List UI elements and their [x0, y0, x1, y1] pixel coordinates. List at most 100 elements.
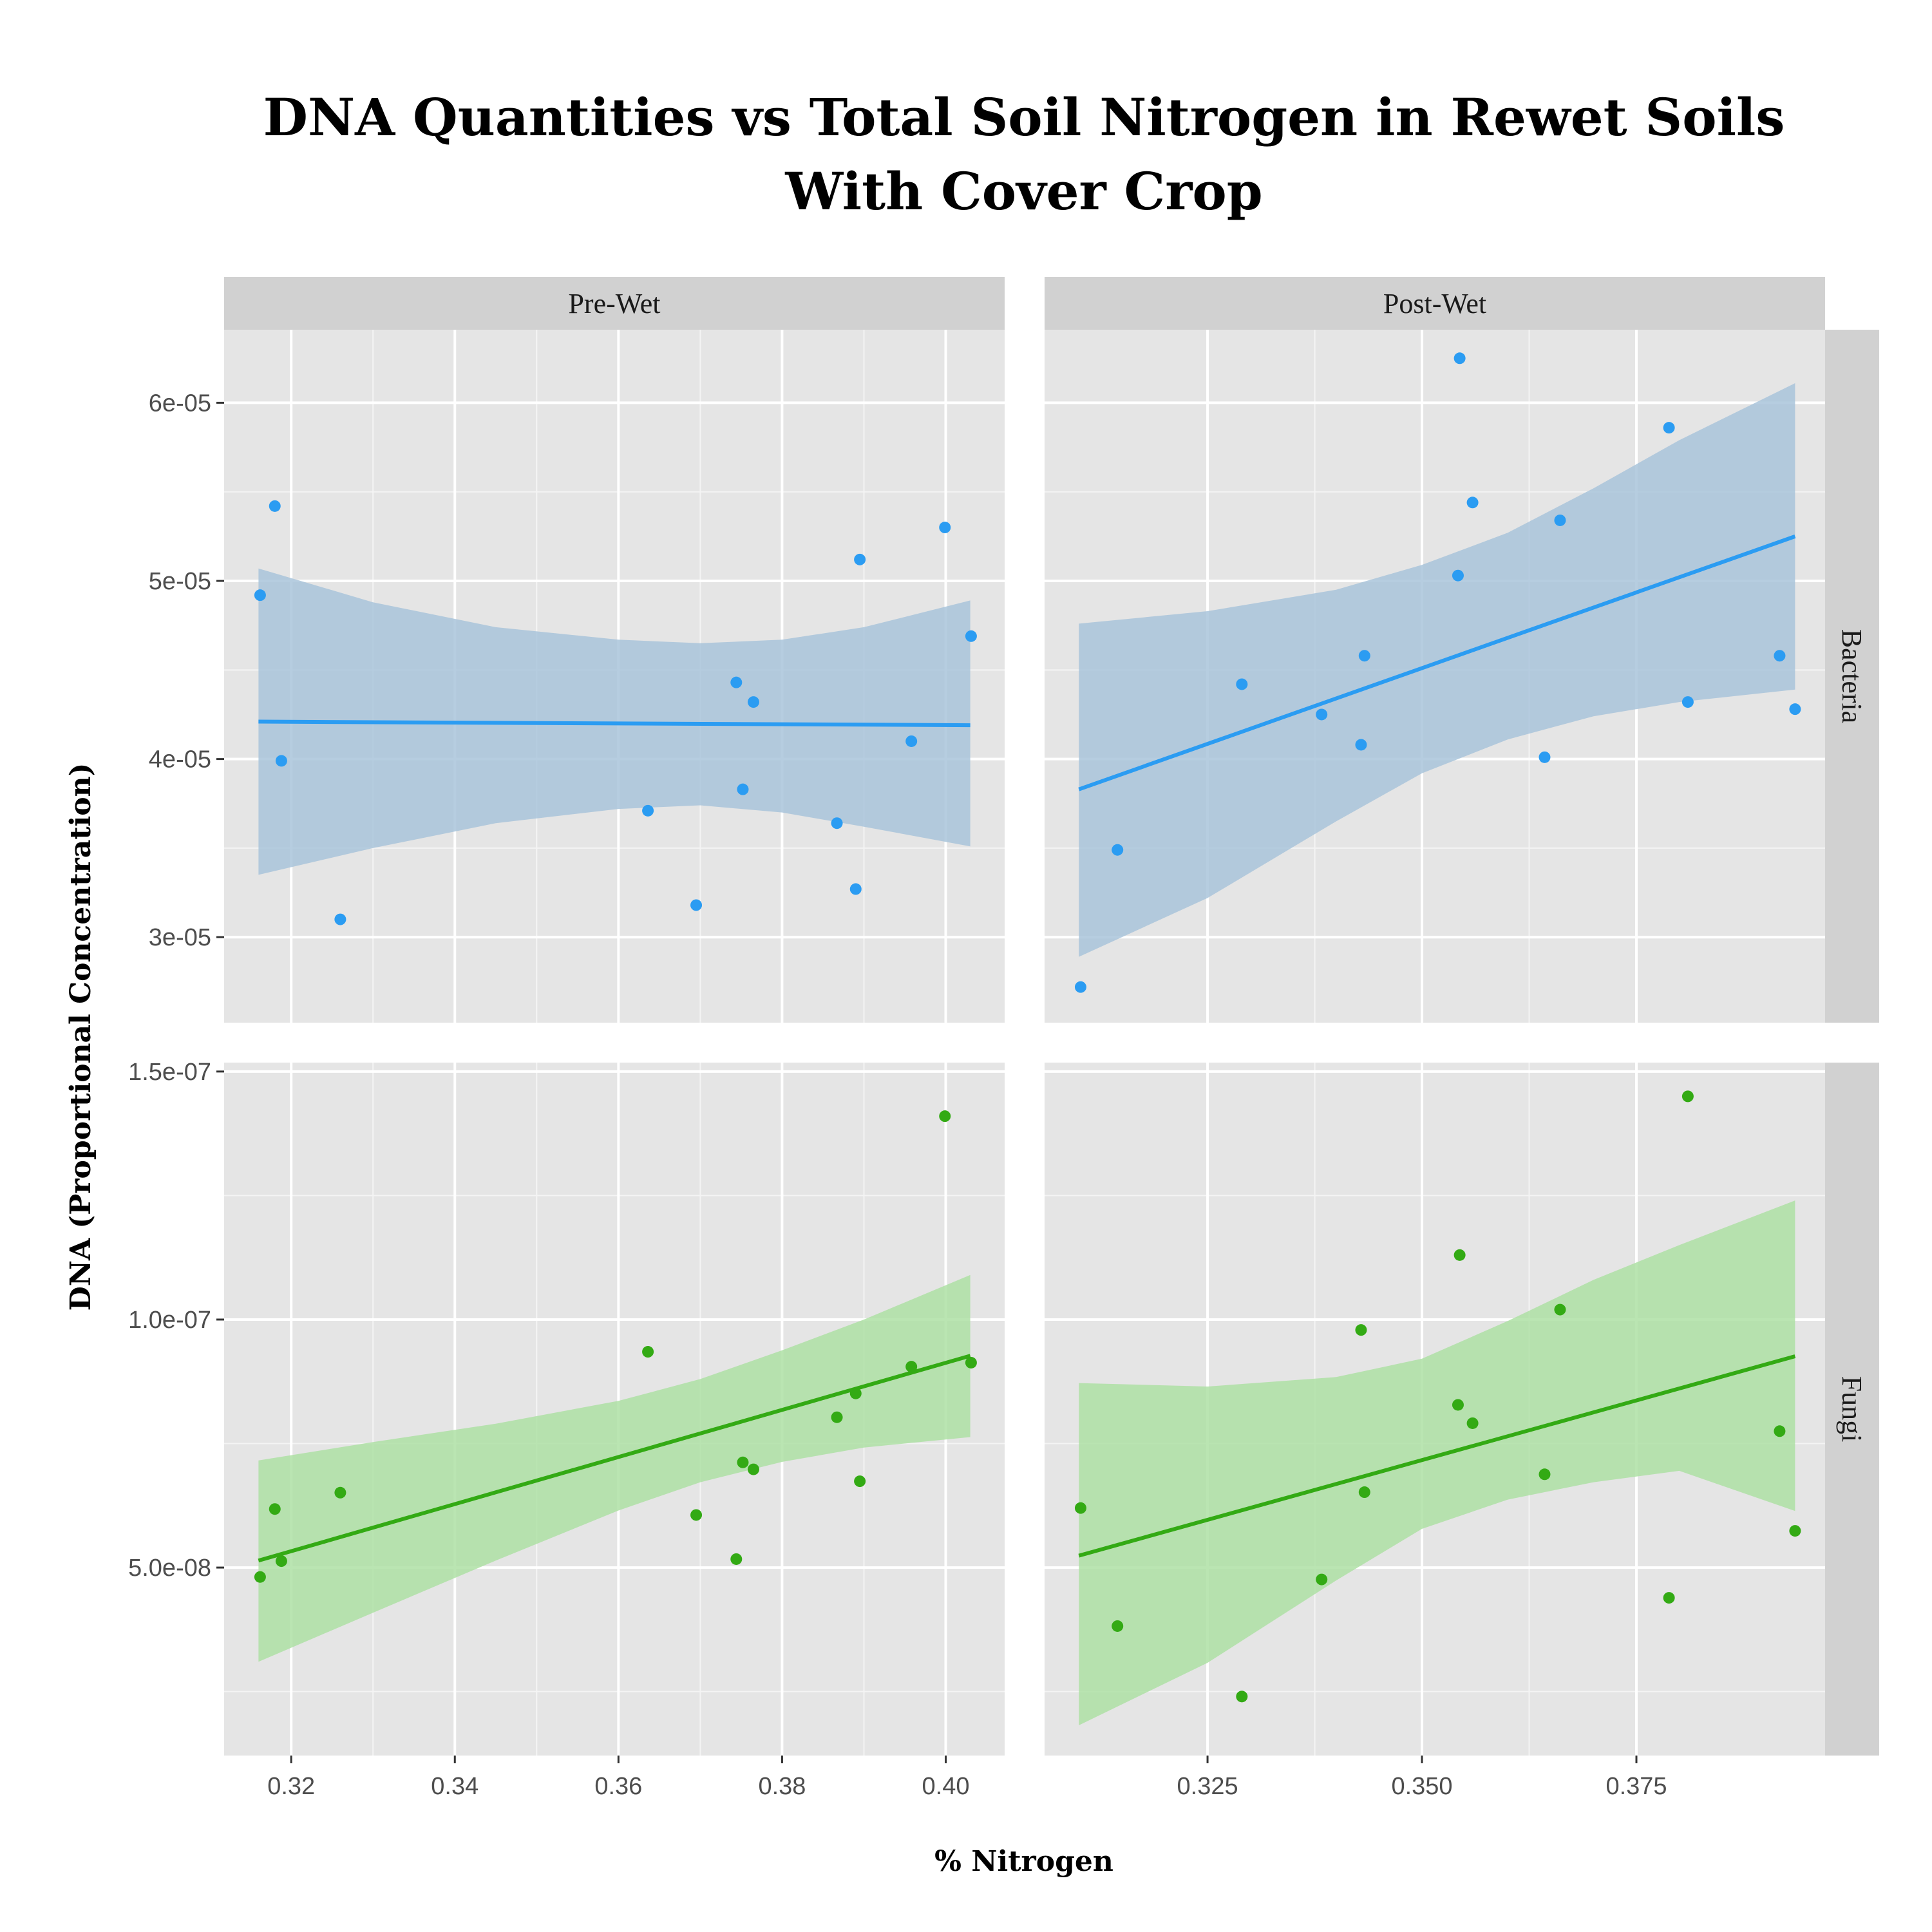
strip-background [1825, 1063, 1879, 1756]
data-point [1539, 1468, 1551, 1481]
data-point [1466, 1417, 1479, 1429]
data-point [1236, 678, 1248, 690]
data-point [1663, 1592, 1675, 1604]
data-point [939, 1110, 951, 1122]
strip-post-wet: Post-Wet [1045, 277, 1825, 330]
data-point [1774, 650, 1786, 662]
data-point [642, 1346, 654, 1358]
x-axis-title: % Nitrogen [934, 1845, 1113, 1878]
data-point [334, 1486, 346, 1499]
data-point [831, 817, 843, 829]
data-point [1539, 751, 1551, 763]
x-tick-label: 0.32 [267, 1773, 315, 1800]
data-point [690, 1509, 703, 1521]
panel-post-wet-fungi [1045, 1063, 1825, 1756]
data-point [1112, 1620, 1124, 1632]
data-point [1074, 1502, 1086, 1514]
x-tick-label: 0.34 [431, 1773, 478, 1800]
strip-pre-wet: Pre-Wet [224, 277, 1005, 330]
data-point [1663, 422, 1675, 434]
y-tick-label: 5e-05 [149, 568, 211, 595]
strip-label-bacteria: Bacteria [1836, 629, 1868, 724]
x-tick-label: 0.375 [1605, 1773, 1667, 1800]
y-tick-label: 1.0e-07 [128, 1307, 211, 1334]
data-point [1236, 1690, 1248, 1703]
confidence-band [258, 1274, 971, 1662]
data-point [1466, 497, 1479, 509]
data-point [747, 696, 759, 708]
y-tick-label: 5.0e-08 [128, 1555, 211, 1582]
data-point [1358, 1486, 1370, 1499]
x-tick-label: 0.350 [1391, 1773, 1452, 1800]
data-point [1358, 650, 1370, 662]
data-point [737, 783, 749, 795]
chart-title-line-2: With Cover Crop [784, 161, 1262, 222]
data-point [747, 1463, 759, 1475]
data-point [854, 553, 866, 565]
strip-fungi: Fungi [1825, 1063, 1879, 1756]
x-axis-post-wet: 0.325 0.350 0.375 [1177, 1756, 1667, 1800]
data-point [254, 1571, 266, 1583]
strip-background [1045, 277, 1825, 330]
data-point [1112, 844, 1124, 856]
y-tick-label: 3e-05 [149, 924, 211, 951]
data-point [965, 1356, 977, 1368]
strip-label-pre-wet: Pre-Wet [568, 288, 660, 319]
x-tick-label: 0.38 [758, 1773, 806, 1800]
data-point [254, 589, 266, 601]
data-point [1774, 1425, 1786, 1437]
data-point [965, 630, 977, 642]
data-point [1452, 569, 1464, 582]
data-point [1316, 1573, 1328, 1586]
x-tick-label: 0.40 [922, 1773, 970, 1800]
data-point [854, 1475, 866, 1488]
data-point [1681, 1090, 1694, 1103]
data-point [831, 1411, 843, 1423]
data-point [690, 899, 703, 911]
regression-line [1078, 1354, 1796, 1558]
data-point [275, 755, 287, 767]
data-point [1355, 1324, 1367, 1336]
data-point [1789, 703, 1801, 715]
regression-line [258, 719, 971, 728]
y-axis-title: DNA (Proportional Concentration) [64, 763, 97, 1311]
data-point [1316, 708, 1328, 721]
strip-bacteria: Bacteria [1825, 330, 1879, 1023]
data-point [269, 1503, 281, 1515]
data-point [1355, 739, 1367, 751]
data-point [642, 804, 654, 817]
confidence-band [1079, 1200, 1795, 1725]
data-point [275, 1555, 287, 1567]
data-point [939, 522, 951, 534]
x-tick-label: 0.36 [594, 1773, 642, 1800]
data-point [1454, 352, 1466, 365]
chart-title-line-1: DNA Quantities vs Total Soil Nitrogen in… [263, 87, 1785, 147]
panel-pre-wet-fungi [224, 1063, 1005, 1756]
data-point [849, 1387, 862, 1399]
data-point [905, 735, 918, 747]
y-tick-label: 6e-05 [149, 390, 211, 417]
data-point [1554, 514, 1566, 526]
confidence-band [1079, 383, 1795, 957]
x-axis-pre-wet: 0.32 0.34 0.36 0.38 0.40 [267, 1756, 970, 1800]
data-point [905, 1361, 918, 1373]
data-point [1681, 696, 1694, 708]
facet-panels: Pre-Wet Post-Wet Bacteria Fungi 3e-05 4e-05 5e… [128, 277, 1879, 1800]
data-point [1554, 1303, 1566, 1316]
data-point [849, 883, 862, 895]
data-point [269, 500, 281, 512]
panel-post-wet-bacteria [1045, 330, 1825, 1023]
panel-pre-wet-bacteria [224, 330, 1005, 1023]
y-axis-bacteria: 3e-05 4e-05 5e-05 6e-05 [149, 390, 224, 951]
data-point [730, 1553, 743, 1565]
strip-background [224, 277, 1005, 330]
x-tick-label: 0.325 [1177, 1773, 1238, 1800]
data-point [737, 1456, 749, 1468]
y-tick-label: 4e-05 [149, 746, 211, 773]
y-tick-label: 1.5e-07 [128, 1059, 211, 1086]
data-point [1789, 1525, 1801, 1537]
regression-line [1078, 535, 1796, 791]
strip-background [1825, 330, 1879, 1023]
data-point [1454, 1249, 1466, 1261]
